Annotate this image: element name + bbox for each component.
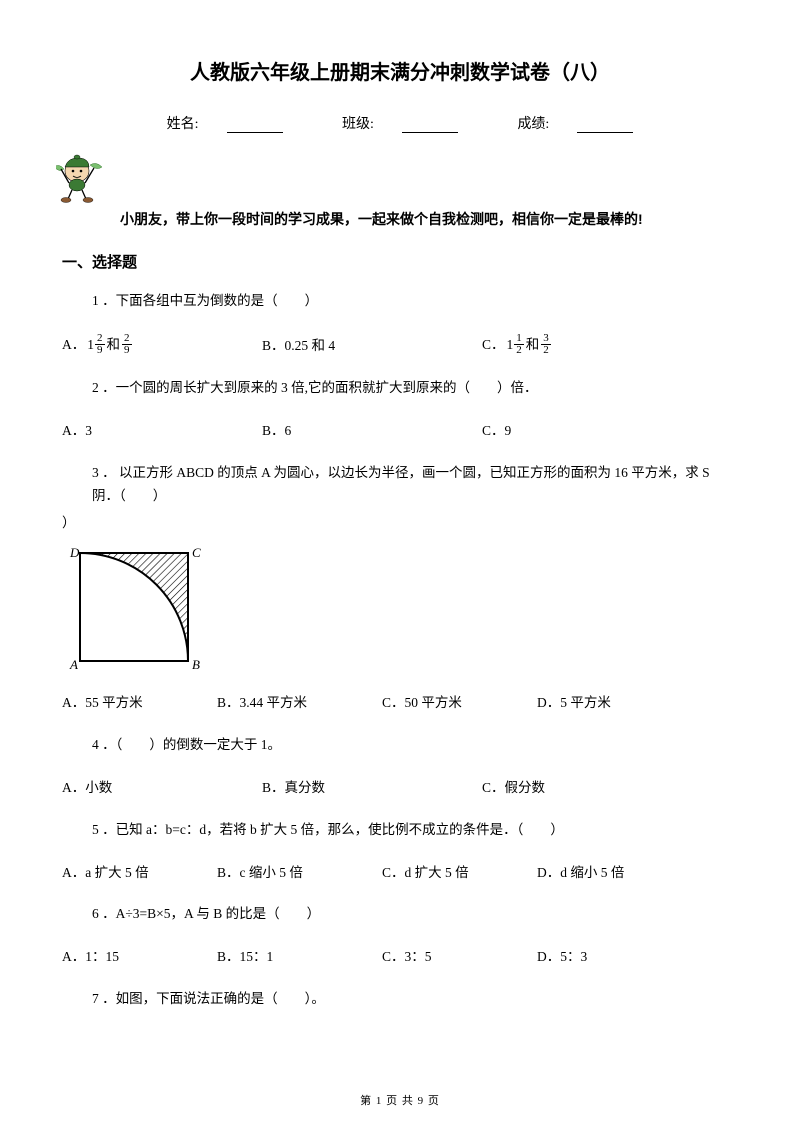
question-2: 2 ．一个圆的周长扩大到原来的 3 倍,它的面积就扩大到原来的（ ）倍．: [92, 377, 738, 400]
q3-option-a[interactable]: A．55 平方米: [62, 692, 217, 714]
q1-option-b[interactable]: B．0.25 和 4: [262, 335, 482, 357]
question-3: 3 ． 以正方形 ABCD 的顶点 A 为圆心，以边长为半径，画一个圆，已知正方…: [92, 462, 738, 508]
q3-label-c: C: [192, 545, 201, 560]
q5-option-b[interactable]: B．c 缩小 5 倍: [217, 862, 382, 884]
q2-option-c[interactable]: C．9: [482, 420, 738, 442]
q5-option-d[interactable]: D．d 缩小 5 倍: [537, 862, 738, 884]
q6-option-c[interactable]: C．3：5: [382, 946, 537, 968]
mascot-icon: [56, 153, 104, 203]
question-5: 5 ．已知 a：b=c：d，若将 b 扩大 5 倍，那么，使比例不成立的条件是．…: [92, 819, 738, 842]
question-7: 7 ．如图，下面说法正确的是（ ）。: [92, 988, 738, 1011]
q4-option-b[interactable]: B．真分数: [262, 777, 482, 799]
name-blank[interactable]: [227, 119, 283, 133]
q4-option-c[interactable]: C．假分数: [482, 777, 738, 799]
class-label: 班级:: [328, 117, 472, 132]
q3-option-c[interactable]: C．50 平方米: [382, 692, 537, 714]
section-header-1: 一、选择题: [62, 251, 738, 272]
q2-option-a[interactable]: A．3: [62, 420, 262, 442]
q4-option-a[interactable]: A．小数: [62, 777, 262, 799]
q3-figure: D C A B: [64, 543, 738, 678]
q3-option-d[interactable]: D．5 平方米: [537, 692, 738, 714]
q5-option-c[interactable]: C．d 扩大 5 倍: [382, 862, 537, 884]
question-6-options: A．1：15 B．15：1 C．3：5 D．5：3: [62, 946, 738, 968]
info-row: 姓名: 班级: 成绩:: [62, 113, 738, 133]
q3-label-b: B: [192, 657, 200, 672]
q2-option-b[interactable]: B．6: [262, 420, 482, 442]
question-6: 6 ．A÷3=B×5，A 与 B 的比是（ ）: [92, 903, 738, 926]
q3-label-a: A: [69, 657, 78, 672]
score-label: 成绩:: [503, 117, 647, 132]
q6-option-b[interactable]: B．15：1: [217, 946, 382, 968]
question-1: 1 ．下面各组中互为倒数的是（ ）: [92, 290, 738, 313]
question-2-options: A．3 B．6 C．9: [62, 420, 738, 442]
question-3-options: A．55 平方米 B．3.44 平方米 C．50 平方米 D．5 平方米: [62, 692, 738, 714]
page-title: 人教版六年级上册期末满分冲刺数学试卷（八）: [62, 56, 738, 85]
q3-option-b[interactable]: B．3.44 平方米: [217, 692, 382, 714]
question-1-options: A． 129 和 29 B．0.25 和 4 C． 112 和 32: [62, 333, 738, 357]
name-label: 姓名:: [153, 117, 297, 132]
class-blank[interactable]: [402, 119, 458, 133]
q6-option-d[interactable]: D．5：3: [537, 946, 738, 968]
q3-label-d: D: [69, 545, 80, 560]
q6-option-a[interactable]: A．1：15: [62, 946, 217, 968]
q3-closing-paren: ）: [62, 511, 738, 531]
question-5-options: A．a 扩大 5 倍 B．c 缩小 5 倍 C．d 扩大 5 倍 D．d 缩小 …: [62, 862, 738, 884]
page-footer: 第 1 页 共 9 页: [0, 1092, 800, 1108]
question-4-options: A．小数 B．真分数 C．假分数: [62, 777, 738, 799]
question-4: 4 ．（ ）的倒数一定大于 1。: [92, 734, 738, 757]
encouragement-text: 小朋友，带上你一段时间的学习成果，一起来做个自我检测吧，相信你一定是最棒的!: [120, 209, 738, 229]
score-blank[interactable]: [577, 119, 633, 133]
q5-option-a[interactable]: A．a 扩大 5 倍: [62, 862, 217, 884]
q1-option-a[interactable]: A． 129 和 29: [62, 333, 262, 357]
q1-option-c[interactable]: C． 112 和 32: [482, 333, 553, 357]
